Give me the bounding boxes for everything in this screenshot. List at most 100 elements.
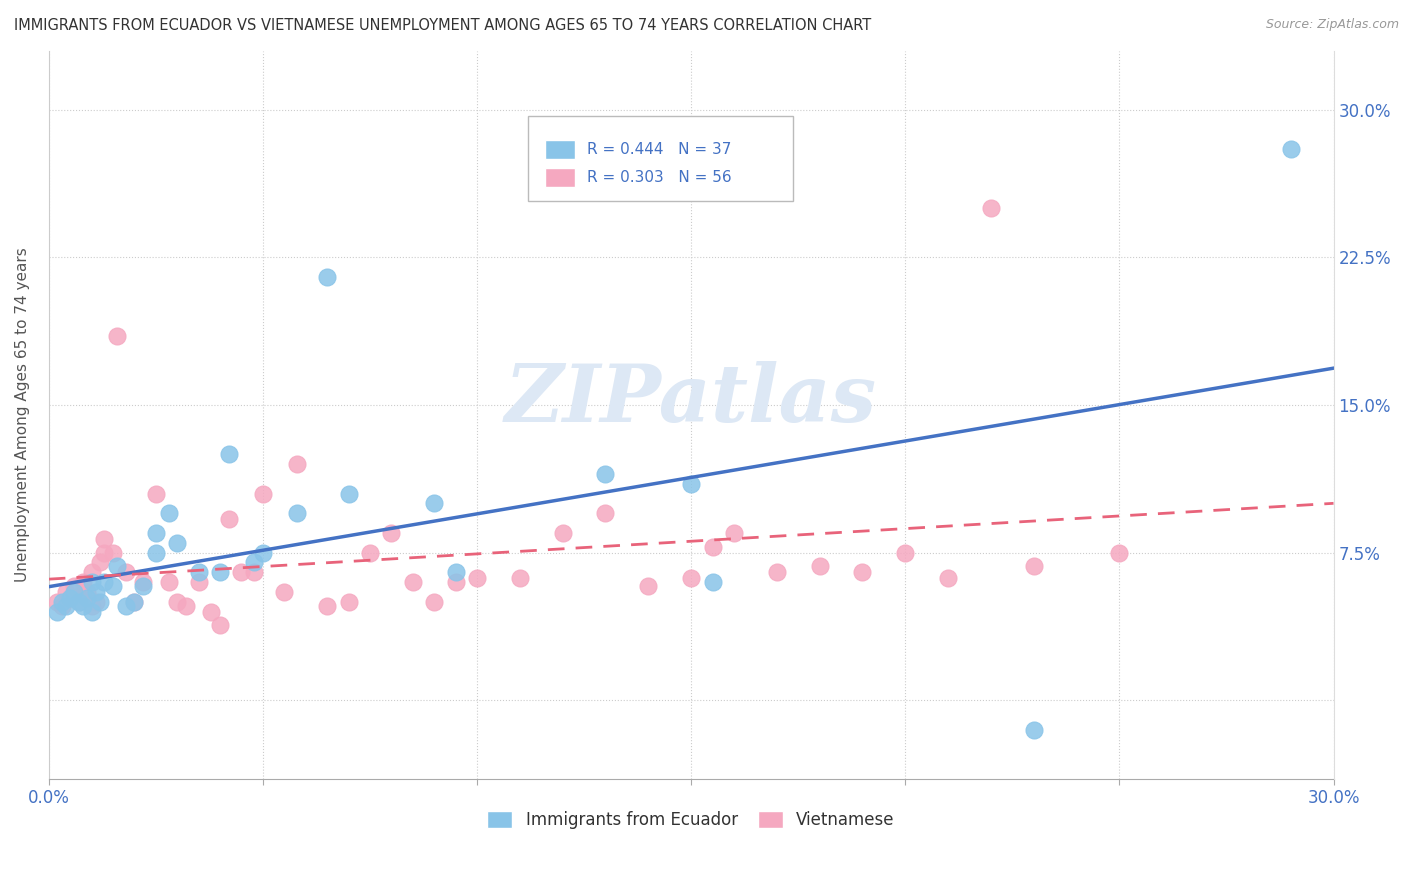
Point [80,566,103,580]
Text: ZIPatlas: ZIPatlas [505,361,877,439]
Point [285,506,308,520]
Point [1022,559,1045,574]
Point [93,532,115,546]
Point [67,595,90,609]
Point [423,496,446,510]
Point [316,599,339,613]
Text: R = 0.303   N = 56: R = 0.303 N = 56 [586,170,731,185]
Point [702,540,724,554]
Point [894,545,917,559]
Point [124,595,146,609]
Point [72,585,94,599]
Point [145,525,167,540]
Point [84,585,107,599]
Point [218,512,240,526]
Point [1279,142,1302,156]
Point [55,599,77,613]
Point [444,575,467,590]
Point [209,566,232,580]
Point [337,486,360,500]
Point [851,566,873,580]
Point [509,571,531,585]
Point [187,566,209,580]
Legend: Immigrants from Ecuador, Vietnamese: Immigrants from Ecuador, Vietnamese [481,805,901,836]
Point [765,566,787,580]
Point [465,571,488,585]
Text: IMMIGRANTS FROM ECUADOR VS VIETNAMESE UNEMPLOYMENT AMONG AGES 65 TO 74 YEARS COR: IMMIGRANTS FROM ECUADOR VS VIETNAMESE UN… [14,18,872,33]
Point [637,579,659,593]
Point [444,566,467,580]
Point [252,545,274,559]
Point [124,595,146,609]
Point [145,486,167,500]
Point [80,599,103,613]
Point [72,599,94,613]
Text: R = 0.444   N = 37: R = 0.444 N = 37 [586,142,731,157]
Point [84,595,107,609]
Point [243,556,266,570]
Point [63,579,86,593]
Point [166,535,188,549]
Point [72,575,94,590]
Point [723,525,745,540]
Point [101,579,124,593]
Point [93,575,115,590]
Y-axis label: Unemployment Among Ages 65 to 74 years: Unemployment Among Ages 65 to 74 years [15,247,30,582]
Point [200,605,222,619]
Point [46,595,69,609]
Point [681,476,703,491]
Point [808,559,831,574]
Point [551,525,574,540]
Point [145,545,167,559]
Point [243,566,266,580]
Point [89,595,111,609]
Point [285,457,308,471]
Point [316,270,339,285]
Point [681,571,703,585]
Point [252,486,274,500]
Point [80,605,103,619]
Point [114,599,136,613]
Point [105,329,128,343]
Point [157,575,180,590]
Point [59,591,82,605]
Point [93,545,115,559]
Point [980,201,1002,215]
Point [209,618,232,632]
Point [132,579,155,593]
Point [63,585,86,599]
Point [157,506,180,520]
Point [55,585,77,599]
Text: Source: ZipAtlas.com: Source: ZipAtlas.com [1265,18,1399,31]
Point [231,566,253,580]
Point [402,575,425,590]
Point [1108,545,1130,559]
Point [105,559,128,574]
Point [51,599,73,613]
Point [595,506,617,520]
Point [51,595,73,609]
Point [101,545,124,559]
Point [46,605,69,619]
Point [702,575,724,590]
Point [76,585,98,599]
Point [67,595,90,609]
Point [59,591,82,605]
Point [1022,723,1045,737]
Point [337,595,360,609]
Point [273,585,295,599]
Point [359,545,381,559]
Point [380,525,402,540]
Point [80,575,103,590]
Point [595,467,617,481]
Point [174,599,197,613]
Point [936,571,959,585]
Point [187,575,209,590]
Point [114,566,136,580]
Point [166,595,188,609]
Point [423,595,446,609]
Point [89,556,111,570]
Point [76,591,98,605]
Point [132,575,155,590]
Point [218,447,240,461]
